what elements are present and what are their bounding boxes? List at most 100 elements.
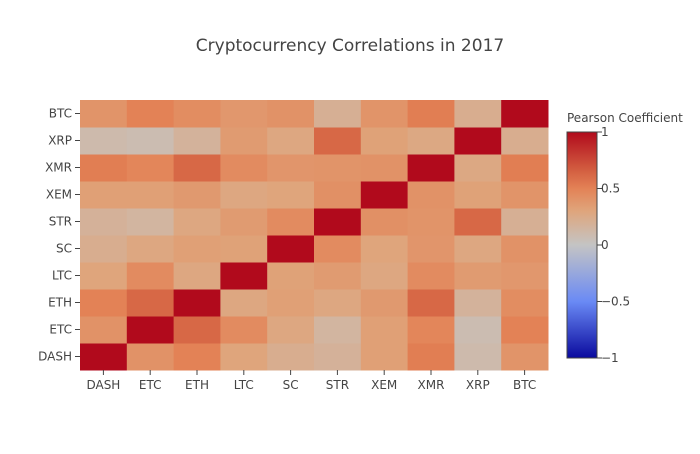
x-tick-label: XMR — [418, 378, 445, 392]
x-tick-label: STR — [326, 378, 349, 392]
heatmap-cell-XRP-LTC — [220, 127, 268, 155]
y-tick-label: DASH — [38, 350, 72, 364]
heatmap-cell-XEM-STR — [314, 181, 362, 209]
heatmap-cell-ETH-ETC — [126, 289, 175, 317]
heatmap-cells — [80, 100, 549, 371]
heatmap-cell-ETC-DASH — [80, 316, 128, 344]
heatmap-cell-XEM-ETH — [173, 181, 221, 209]
heatmap-cell-STR-XRP — [454, 208, 502, 236]
heatmap-cell-XMR-BTC — [501, 154, 549, 182]
heatmap-cell-STR-ETC — [126, 208, 175, 236]
heatmap-cell-DASH-SC — [267, 343, 315, 371]
heatmap-cell-ETH-XRP — [454, 289, 502, 317]
heatmap-cell-SC-ETC — [126, 235, 175, 263]
x-tick-label: ETC — [139, 378, 162, 392]
heatmap-cell-XEM-LTC — [220, 181, 268, 209]
heatmap-cell-DASH-ETC — [126, 343, 175, 371]
heatmap-cell-BTC-ETC — [126, 100, 175, 128]
heatmap-cell-ETC-ETC — [126, 316, 175, 344]
heatmap-cell-LTC-ETC — [126, 262, 175, 290]
x-tick-label: BTC — [513, 378, 536, 392]
colorbar-tick-label: 1 — [601, 125, 609, 139]
heatmap-cell-XEM-XMR — [407, 181, 455, 209]
heatmap-cell-ETC-ETH — [173, 316, 221, 344]
heatmap-cell-DASH-XEM — [360, 343, 409, 371]
heatmap-cell-XEM-XRP — [454, 181, 502, 209]
heatmap-cell-DASH-XRP — [454, 343, 502, 371]
y-tick-label: XRP — [48, 134, 72, 148]
heatmap-cell-ETH-SC — [267, 289, 315, 317]
colorbar-tick-label: −1 — [601, 351, 619, 365]
colorbar-tick-label: 0.5 — [601, 182, 620, 196]
y-tick-label: SC — [56, 242, 72, 256]
heatmap-cell-XEM-DASH — [80, 181, 128, 209]
heatmap-cell-XMR-ETH — [173, 154, 221, 182]
heatmap-cell-ETC-XEM — [360, 316, 409, 344]
heatmap-cell-SC-XEM — [360, 235, 409, 263]
heatmap-cell-BTC-LTC — [220, 100, 268, 128]
heatmap-cell-XMR-DASH — [80, 154, 128, 182]
x-tick-label: SC — [283, 378, 299, 392]
y-tick-label: LTC — [52, 269, 72, 283]
heatmap-cell-XRP-SC — [267, 127, 315, 155]
heatmap-cell-ETC-SC — [267, 316, 315, 344]
heatmap-cell-XRP-XMR — [407, 127, 455, 155]
x-tick-label: XEM — [371, 378, 397, 392]
x-tick-label: XRP — [466, 378, 490, 392]
heatmap-cell-SC-DASH — [80, 235, 128, 263]
heatmap-cell-XRP-ETH — [173, 127, 221, 155]
heatmap-cell-SC-XMR — [407, 235, 455, 263]
heatmap-cell-STR-XMR — [407, 208, 455, 236]
heatmap-cell-STR-STR — [314, 208, 362, 236]
heatmap-cell-LTC-STR — [314, 262, 362, 290]
colorbar-tick-label: 0 — [601, 238, 609, 252]
heatmap-cell-DASH-LTC — [220, 343, 268, 371]
heatmap-cell-XEM-XEM — [360, 181, 409, 209]
x-tick-label: LTC — [234, 378, 254, 392]
heatmap-cell-SC-LTC — [220, 235, 268, 263]
heatmap-cell-XRP-XEM — [360, 127, 409, 155]
heatmap-cell-ETH-DASH — [80, 289, 128, 317]
heatmap-cell-LTC-XRP — [454, 262, 502, 290]
y-axis: DASH ETC ETH LTC SC STR XEM XMR XRP BTC — [38, 107, 80, 364]
heatmap-cell-XRP-STR — [314, 127, 362, 155]
heatmap-cell-XMR-XMR — [407, 154, 455, 182]
heatmap-cell-LTC-ETH — [173, 262, 221, 290]
heatmap-cell-XMR-STR — [314, 154, 362, 182]
colorbar-tick-label: −0.5 — [601, 295, 630, 309]
heatmap-cell-XMR-LTC — [220, 154, 268, 182]
heatmap-cell-STR-SC — [267, 208, 315, 236]
heatmap-cell-XMR-XEM — [360, 154, 409, 182]
heatmap-cell-ETH-XMR — [407, 289, 455, 317]
heatmap-cell-BTC-XEM — [360, 100, 409, 128]
colorbar — [566, 131, 598, 359]
heatmap-cell-SC-XRP — [454, 235, 502, 263]
heatmap-cell-ETH-BTC — [501, 289, 549, 317]
heatmap-cell-ETC-LTC — [220, 316, 268, 344]
heatmap-cell-XMR-SC — [267, 154, 315, 182]
heatmap-cell-DASH-STR — [314, 343, 362, 371]
heatmap-cell-STR-ETH — [173, 208, 221, 236]
y-tick-label: XEM — [46, 188, 72, 202]
heatmap-cell-ETH-STR — [314, 289, 362, 317]
heatmap-cell-LTC-XMR — [407, 262, 455, 290]
heatmap-cell-XEM-SC — [267, 181, 315, 209]
heatmap-cell-LTC-SC — [267, 262, 315, 290]
heatmap-cell-XRP-BTC — [501, 127, 549, 155]
heatmap-cell-XRP-ETC — [126, 127, 175, 155]
heatmap-cell-LTC-XEM — [360, 262, 409, 290]
heatmap-cell-BTC-STR — [314, 100, 362, 128]
heatmap-cell-SC-BTC — [501, 235, 549, 263]
heatmap-cell-STR-DASH — [80, 208, 128, 236]
y-tick-label: ETH — [48, 296, 72, 310]
y-tick-label: XMR — [45, 161, 72, 175]
heatmap-cell-LTC-BTC — [501, 262, 549, 290]
heatmap-cell-XEM-BTC — [501, 181, 549, 209]
heatmap-cell-ETC-XRP — [454, 316, 502, 344]
y-tick-label: BTC — [49, 107, 72, 121]
heatmap-cell-DASH-BTC — [501, 343, 549, 371]
heatmap-cell-ETC-STR — [314, 316, 362, 344]
heatmap-cell-SC-ETH — [173, 235, 221, 263]
heatmap-cell-XEM-ETC — [126, 181, 175, 209]
